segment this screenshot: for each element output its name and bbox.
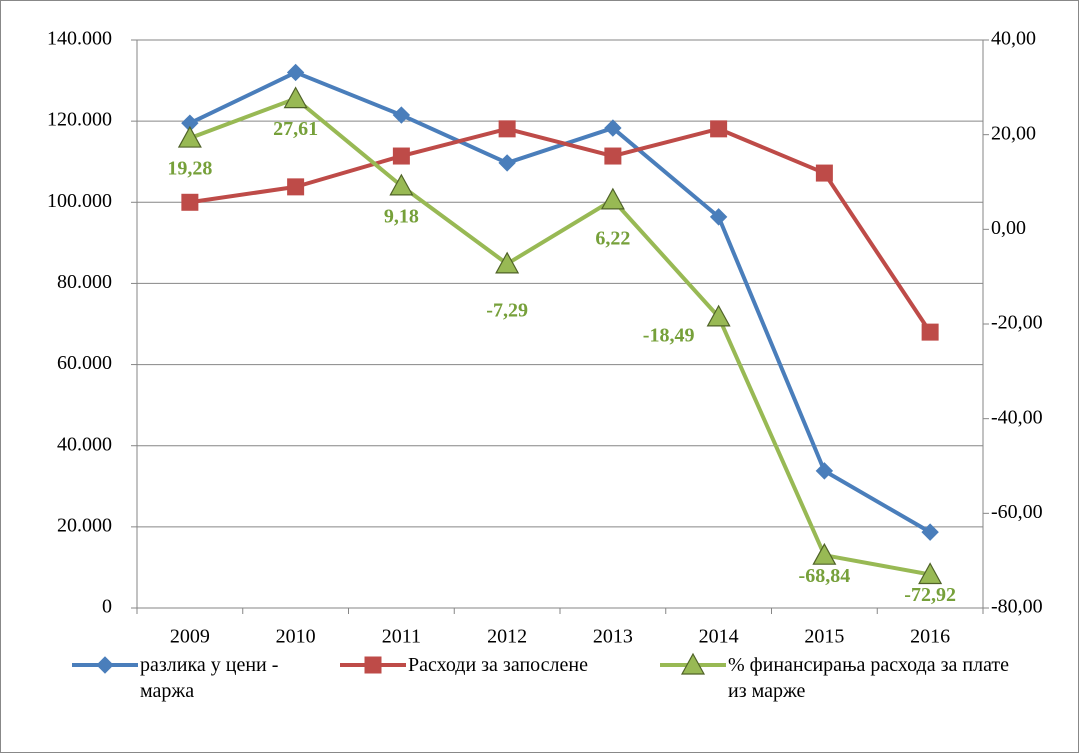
marker [177,125,202,148]
marker [364,656,382,674]
y2-tick-label: 40,00 [991,28,1036,50]
y-tick-label: 60.000 [57,352,112,374]
data-label: -18,49 [643,324,695,346]
legend-entry: разлика у цени - маржа [72,652,322,712]
y-tick-label: 20.000 [57,514,112,536]
marker [392,147,410,165]
x-tick-label: 2013 [593,626,633,648]
series-line [189,70,932,534]
y2-tick-label: -80,00 [991,596,1043,618]
data-label: -72,92 [904,584,956,606]
marker [921,323,939,341]
marker [495,251,520,274]
y2-tick-label: 0,00 [991,217,1026,239]
legend-icon [660,652,726,675]
x-tick-label: 2010 [276,626,316,648]
y-tick-label: 140.000 [47,28,112,50]
legend-label: Расходи за запослене [408,654,588,676]
data-label: -68,84 [799,565,851,587]
marker [921,523,939,541]
marker [287,178,305,196]
marker [812,542,837,565]
data-label: 9,18 [384,205,419,227]
legend-entry: % финансирања расхода за плате из марже [660,652,1020,712]
marker [600,187,625,210]
x-tick-label: 2012 [487,626,527,648]
legend-label: разлика у цени - маржа [140,654,279,702]
marker [392,106,411,124]
y-tick-label: 120.000 [47,109,112,131]
data-label: 27,61 [273,118,318,140]
marker [706,304,731,327]
marker [709,208,728,226]
legend-icon [72,656,138,674]
marker [815,164,833,182]
marker [710,120,728,138]
marker [918,562,943,585]
x-tick-label: 2014 [699,626,739,648]
legend-entry: Расходи за запослене [340,652,640,712]
y-tick-label: 80.000 [57,271,112,293]
x-tick-label: 2016 [910,626,950,648]
marker [604,147,622,165]
x-tick-label: 2011 [382,626,421,648]
series-line [189,96,931,577]
marker [181,193,199,211]
y2-tick-label: -60,00 [991,501,1043,523]
x-tick-label: 2009 [170,626,210,648]
marker [498,154,516,172]
y2-tick-label: 20,00 [991,122,1036,144]
data-label: 6,22 [595,227,630,249]
marker [604,119,622,137]
y-tick-label: 40.000 [57,433,112,455]
marker [389,173,414,196]
series-line [189,126,932,334]
y-tick-label: 0 [102,596,112,618]
marker [96,656,114,674]
x-tick-label: 2015 [804,626,844,648]
marker [680,652,706,675]
legend-label: % финансирања расхода за плате из марже [728,654,1010,702]
y-tick-label: 100.000 [47,190,112,212]
y2-tick-label: -40,00 [991,406,1043,428]
marker [815,462,834,480]
legend-icon [340,656,406,674]
data-label: -7,29 [486,299,528,321]
y2-tick-label: -20,00 [991,312,1043,334]
data-label: 19,28 [167,158,212,180]
marker [498,120,516,138]
marker [286,63,305,82]
marker [283,86,308,109]
